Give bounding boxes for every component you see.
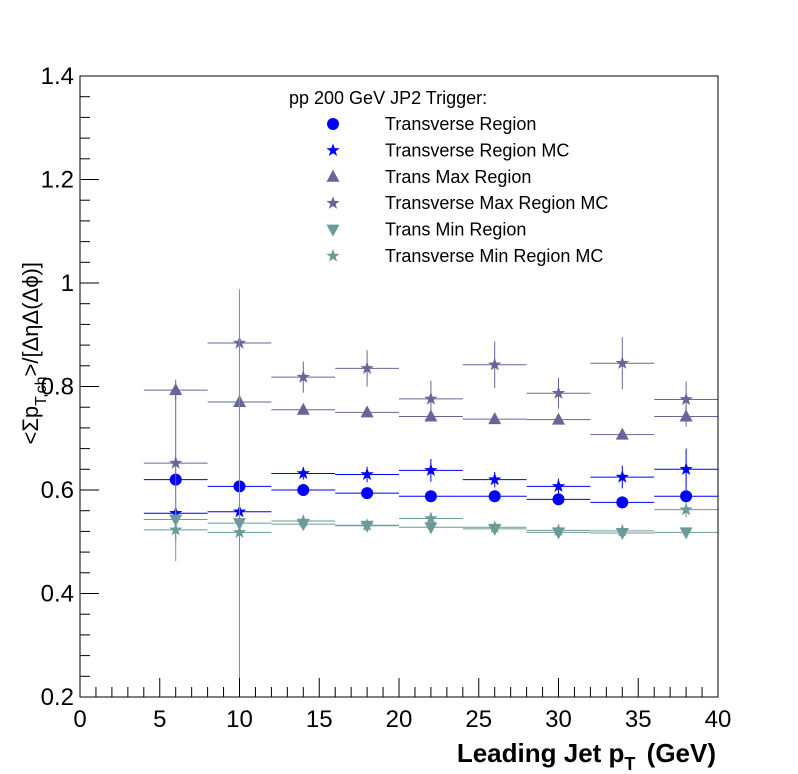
legend-marker <box>326 169 340 182</box>
y-tick-label: 1 <box>61 270 74 297</box>
x-tick-label: 35 <box>625 706 652 733</box>
data-point <box>615 523 629 537</box>
legend-label: Trans Max Region <box>385 167 531 187</box>
legend-marker <box>327 118 339 130</box>
x-tick-label: 40 <box>705 706 732 733</box>
data-point <box>296 370 310 383</box>
data-point <box>488 472 502 486</box>
y-tick-label: 0.4 <box>41 581 74 608</box>
y-axis-label-main: <Σp <box>18 406 43 445</box>
axes: 0 5 10 15 20 25 30 35 40 0.2 0.4 0.6 0.8 1 1.2 1.4 <box>41 63 732 733</box>
data-point <box>360 405 374 418</box>
legend-entry-transverse-region: Transverse Region <box>327 114 536 134</box>
data-point <box>360 467 374 481</box>
data-point <box>615 470 629 483</box>
x-tick-label: 25 <box>465 706 492 733</box>
data-point <box>424 463 438 476</box>
data-point <box>424 490 437 503</box>
data-point <box>360 518 374 531</box>
legend: pp 200 GeV JP2 Trigger: Transverse Regio… <box>289 88 608 266</box>
data-point <box>551 523 566 537</box>
x-axis-label-unit: (GeV) <box>647 738 716 768</box>
legend-entry-transverse-region-mc: Transverse Region MC <box>326 140 569 160</box>
data-point <box>296 402 310 415</box>
legend-label: Transverse Region <box>385 114 536 134</box>
y-tick-label: 0.6 <box>41 477 74 504</box>
data-point <box>615 356 629 369</box>
legend-marker <box>326 143 340 157</box>
data-point <box>169 456 183 469</box>
x-tick-label: 5 <box>153 706 166 733</box>
legend-label: Transverse Region MC <box>385 140 569 160</box>
legend-entry-transverse-min-region-mc: Transverse Min Region MC <box>326 246 603 266</box>
data-point <box>488 412 502 425</box>
x-axis-label-sub: T <box>624 754 635 774</box>
data-point <box>552 412 565 425</box>
series-transverse-min-region-mc <box>143 289 718 697</box>
y-tick-label: 0.2 <box>41 684 74 711</box>
data-point <box>679 392 693 406</box>
data-point <box>297 484 310 496</box>
y-axis-label: <ΣpT,ch>/[ΔηΔ(Δϕ)] <box>18 262 50 445</box>
data-point <box>296 466 310 480</box>
legend-label: Trans Min Region <box>385 220 526 240</box>
data-point <box>169 522 183 536</box>
data-point <box>232 525 247 539</box>
y-axis-label-sub: T,ch <box>33 376 50 405</box>
x-tick-label: 15 <box>306 706 333 733</box>
data-point <box>488 520 502 533</box>
legend-marker <box>326 224 340 237</box>
x-tick-label: 20 <box>386 706 413 733</box>
legend-label: Transverse Min Region MC <box>385 246 603 266</box>
data-point <box>488 357 502 371</box>
x-tick-label: 30 <box>545 706 572 733</box>
x-axis-label-gap <box>639 738 646 768</box>
y-axis-label-rest: >/[ΔηΔ(Δϕ)] <box>18 262 43 376</box>
data-point <box>616 496 629 509</box>
x-axis-label-main: Leading Jet p <box>457 738 625 768</box>
data-point <box>679 462 693 475</box>
y-tick-label: 1.2 <box>41 167 74 194</box>
x-tick-label: 0 <box>73 706 86 733</box>
data-point <box>551 479 566 493</box>
legend-marker <box>326 196 340 209</box>
x-axis-label: Leading Jet pT (GeV) <box>457 738 716 774</box>
legend-title: pp 200 GeV JP2 Trigger: <box>289 88 487 108</box>
series-transverse-max-region-mc <box>143 335 718 541</box>
legend-entry-transverse-max-region-mc: Transverse Max Region MC <box>326 193 608 213</box>
data-point <box>488 490 501 503</box>
legend-entry-trans-max-region: Trans Max Region <box>326 167 531 187</box>
data-point <box>552 493 565 506</box>
y-tick-label: 0.8 <box>41 374 74 401</box>
data-point <box>361 487 374 500</box>
data-point <box>296 514 310 527</box>
data-point <box>424 511 438 525</box>
data-point <box>551 386 566 399</box>
y-tick-label: 1.4 <box>41 63 74 90</box>
x-tick-label: 10 <box>226 706 253 733</box>
data-point <box>679 502 693 516</box>
legend-entry-trans-min-region: Trans Min Region <box>326 220 526 240</box>
data-point <box>424 522 438 535</box>
data-point <box>680 490 693 503</box>
plot-area <box>143 289 718 697</box>
data-point <box>615 427 629 440</box>
legend-marker <box>326 249 340 262</box>
data-point <box>360 361 374 375</box>
data-point <box>424 391 438 405</box>
data-point <box>679 527 693 540</box>
legend-label: Transverse Max Region MC <box>385 193 608 213</box>
